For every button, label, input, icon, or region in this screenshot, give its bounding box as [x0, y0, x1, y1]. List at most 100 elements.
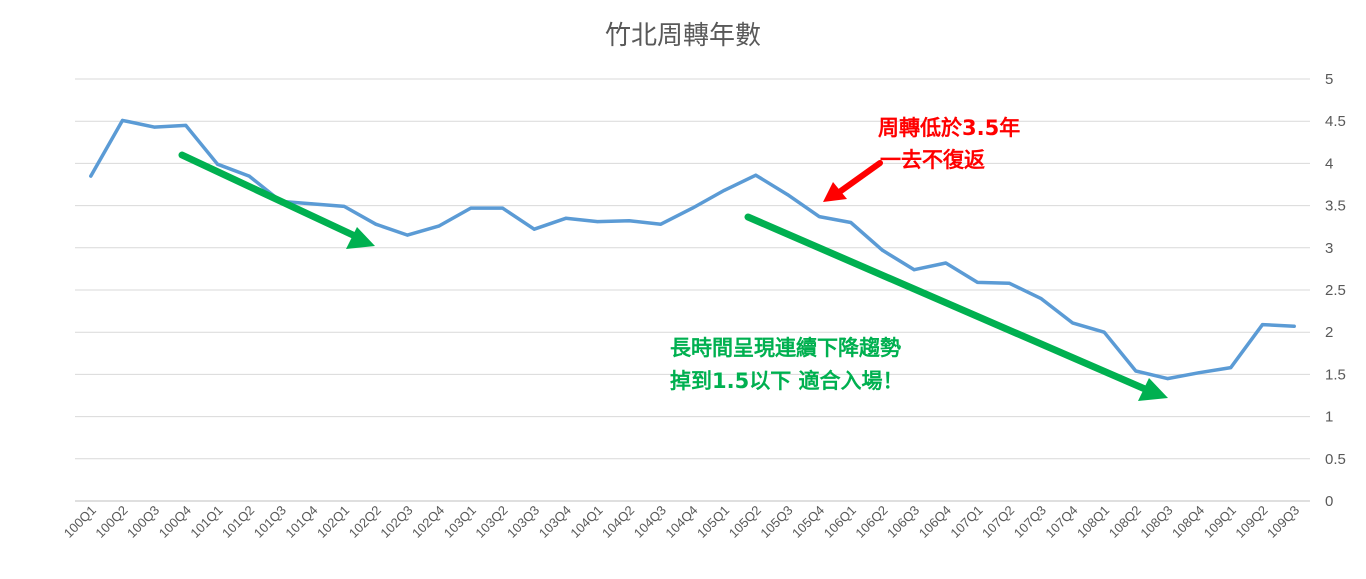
y-tick-label: 2: [1325, 324, 1333, 341]
data-point: [1261, 323, 1264, 327]
green-arrow-lower-shaft: [744, 213, 1149, 393]
x-tick-label: 102Q3: [377, 503, 415, 541]
annotation-green-line1: 長時間呈現連續下降趨勢: [670, 336, 901, 360]
x-tick-label: 105Q1: [694, 503, 732, 541]
x-tick-label: 104Q1: [567, 503, 605, 541]
y-tick-label: 1.5: [1325, 366, 1346, 383]
data-point: [374, 222, 378, 226]
data-point: [786, 193, 789, 197]
data-point: [596, 220, 599, 224]
x-tick-label: 102Q2: [346, 503, 384, 541]
x-tick-label: 106Q1: [821, 503, 859, 541]
data-point: [627, 219, 631, 223]
chart-title: 竹北周轉年數: [605, 21, 761, 51]
y-tick-label: 3: [1325, 240, 1333, 257]
y-tick-label: 2.5: [1325, 282, 1346, 299]
data-point: [1166, 377, 1169, 381]
data-point: [501, 206, 504, 210]
x-tick-label: 102Q4: [409, 503, 447, 541]
data-point: [912, 268, 916, 272]
gridlines: [75, 78, 1310, 502]
x-tick-label: 101Q1: [187, 503, 225, 541]
data-point: [881, 248, 884, 252]
x-tick-label: 100Q3: [124, 503, 162, 541]
data-point: [659, 222, 663, 226]
data-point: [216, 162, 219, 166]
data-point: [184, 123, 188, 127]
x-tick-label: 104Q4: [662, 503, 700, 541]
data-point: [247, 174, 251, 178]
data-point: [817, 215, 821, 219]
green-arrow-lower: [744, 213, 1168, 401]
x-tick-label: 106Q2: [852, 503, 890, 541]
x-tick-label: 101Q4: [282, 503, 320, 541]
data-point: [1229, 366, 1233, 370]
x-tick-label: 100Q4: [156, 503, 194, 541]
x-tick-label: 109Q3: [1264, 503, 1302, 541]
x-tick-label: 108Q1: [1074, 503, 1112, 541]
data-point: [976, 280, 979, 284]
y-tick-label: 4: [1325, 155, 1333, 172]
y-tick-label: 5: [1325, 71, 1333, 88]
green-arrow-upper: [178, 151, 375, 249]
x-tick-label: 101Q3: [251, 503, 289, 541]
data-point: [1071, 321, 1074, 325]
x-axis-ticks: 100Q1100Q2100Q3100Q4101Q1101Q2101Q3101Q4…: [61, 503, 1303, 541]
data-point: [564, 216, 568, 220]
x-tick-label: 100Q1: [61, 503, 99, 541]
data-point: [1102, 330, 1106, 334]
x-tick-label: 105Q3: [757, 503, 795, 541]
green-arrow-lower-head: [1138, 378, 1168, 401]
red-arrow: [823, 160, 883, 202]
x-tick-label: 103Q4: [536, 503, 574, 541]
x-tick-label: 103Q1: [441, 503, 479, 541]
x-tick-label: 107Q2: [979, 503, 1017, 541]
data-point: [152, 125, 156, 129]
annotation-red-line2: 一去不復返: [880, 148, 985, 172]
x-tick-label: 104Q3: [631, 503, 669, 541]
annotation-green-line2: 掉到1.5以下 適合入場！: [670, 369, 904, 393]
x-tick-label: 107Q4: [1042, 503, 1080, 541]
y-tick-label: 4.5: [1325, 113, 1346, 130]
y-tick-label: 1: [1325, 409, 1333, 426]
x-tick-label: 107Q3: [1011, 503, 1049, 541]
data-point: [406, 233, 409, 237]
red-arrow-shaft: [835, 160, 883, 196]
y-tick-label: 3.5: [1325, 198, 1346, 215]
data-point: [437, 224, 441, 228]
data-point: [121, 118, 124, 122]
red-arrow-head: [823, 182, 847, 202]
x-tick-label: 106Q4: [916, 503, 954, 541]
y-axis-ticks: 0 0.5 1 1.5 2 2.5 3 3.5 4 4.5 5: [1325, 71, 1346, 510]
x-tick-label: 108Q2: [1106, 503, 1144, 541]
green-arrow-upper-head: [346, 227, 375, 249]
x-tick-label: 106Q3: [884, 503, 922, 541]
y-tick-label: 0: [1325, 493, 1333, 510]
data-point: [849, 220, 853, 224]
x-tick-label: 109Q2: [1232, 503, 1270, 541]
y-tick-label: 0.5: [1325, 451, 1346, 468]
x-tick-label: 108Q4: [1169, 503, 1207, 541]
data-point: [311, 202, 314, 206]
data-point: [89, 174, 93, 178]
data-point: [342, 204, 346, 208]
data-point: [944, 261, 948, 265]
x-tick-label: 100Q2: [92, 503, 130, 541]
data-point: [1197, 371, 1201, 375]
data-point: [691, 206, 694, 210]
green-arrow-upper-shaft: [178, 151, 359, 240]
data-point: [722, 188, 726, 192]
x-tick-label: 104Q2: [599, 503, 637, 541]
x-tick-label: 109Q1: [1201, 503, 1239, 541]
data-point: [1007, 281, 1011, 285]
x-tick-label: 105Q4: [789, 503, 827, 541]
x-tick-label: 105Q2: [726, 503, 764, 541]
data-point: [1039, 296, 1043, 300]
data-point: [754, 173, 758, 177]
data-point: [1134, 369, 1138, 373]
x-tick-label: 103Q2: [472, 503, 510, 541]
data-point: [1292, 324, 1296, 328]
x-tick-label: 108Q3: [1137, 503, 1175, 541]
data-point: [532, 227, 536, 231]
